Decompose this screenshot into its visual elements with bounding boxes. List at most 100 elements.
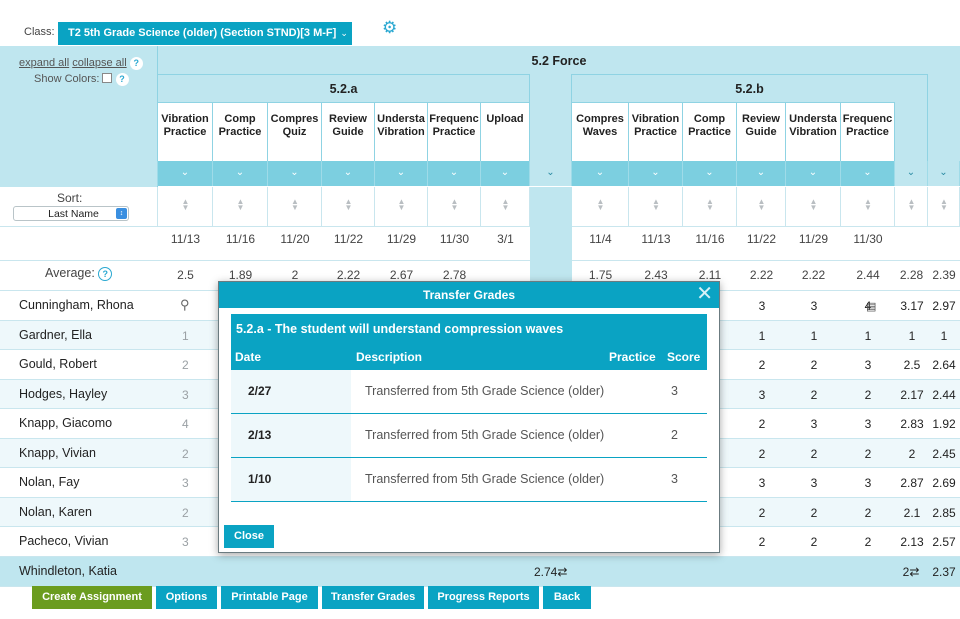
score-review-guide[interactable]: 2 [758,417,766,431]
assignment-header[interactable]: Frequenc Practice [841,102,895,161]
notes-icon[interactable]: ▤ [866,301,877,313]
sort-arrows-icon[interactable]: ▲▼ [864,197,872,212]
sort-arrows-icon[interactable]: ▲▼ [652,197,660,212]
first-score[interactable]: 3 [182,476,189,490]
column-menu-chevron-icon[interactable]: ⌄ [786,161,841,186]
score-understand-vibration[interactable]: 1 [810,328,818,343]
help-icon[interactable]: ? [129,57,143,70]
first-score[interactable]: 3 [182,387,189,402]
back-button[interactable]: Back [543,586,591,609]
score-review-guide[interactable]: 1 [758,328,766,343]
score-understand-vibration[interactable]: 2 [810,446,818,461]
score-frequency-practice[interactable]: 2 [864,446,872,461]
subgroup-header-b[interactable]: 5.2.b [572,74,928,102]
student-row[interactable]: Pacheco, Vivian 3 2 2 2 2.13 2.57 [0,527,960,557]
column-menu-chevron-icon[interactable]: ⌄ [841,161,895,186]
score-frequency-practice[interactable]: 2 [864,387,872,402]
student-name[interactable]: Knapp, Vivian [19,445,96,460]
score-frequency-practice[interactable]: 3 [864,417,872,431]
first-score[interactable]: 3 [182,535,189,549]
column-menu-chevron-icon[interactable]: ⌄ [375,161,428,186]
modal-close-button[interactable]: Close [224,525,274,548]
assignment-header[interactable]: Comp Practice [213,102,268,161]
sort-arrows-icon[interactable]: ▲▼ [907,197,916,212]
column-menu-chevron-icon[interactable]: ⌄ [213,161,268,186]
student-name[interactable]: Knapp, Giacomo [19,416,113,430]
sort-arrows-icon[interactable]: ▲▼ [291,197,299,212]
student-name[interactable]: Nolan, Karen [19,504,92,519]
score-review-guide[interactable]: 3 [758,476,766,490]
column-menu-chevron-icon[interactable]: ⌄ [895,161,928,186]
column-menu-chevron-icon[interactable]: ⌄ [322,161,375,186]
collapse-all-link[interactable]: collapse all [72,57,127,69]
search-icon[interactable]: ⚲ [180,297,190,312]
assignment-header[interactable]: Vibration Practice [629,102,683,161]
class-select[interactable]: T2 5th Grade Science (older) (Section ST… [58,22,352,45]
student-name[interactable]: Gardner, Ella [19,327,92,342]
options-button[interactable]: Options [156,586,217,609]
score-frequency-practice[interactable]: 4 [864,299,872,313]
column-menu-chevron-icon[interactable]: ⌄ [928,161,960,186]
first-score[interactable]: 1 [182,328,189,343]
score-frequency-practice[interactable]: 3 [864,476,872,490]
score-review-guide[interactable]: 2 [758,446,766,461]
column-menu-chevron-icon[interactable]: ⌄ [481,161,530,186]
score-review-guide[interactable]: 2 [758,535,766,549]
column-menu-chevron-icon[interactable]: ⌄ [158,161,213,186]
gear-icon[interactable]: ⚙ [382,18,398,37]
assignment-header[interactable]: Upload [481,102,530,161]
column-menu-chevron-icon[interactable]: ⌄ [530,161,572,186]
assignment-header[interactable]: Vibration Practice [158,102,213,161]
score-understand-vibration[interactable]: 2 [810,535,818,549]
help-icon[interactable]: ? [115,73,129,86]
score-understand-vibration[interactable]: 3 [810,417,818,431]
assignment-header[interactable]: Comp Practice [683,102,737,161]
sort-arrows-icon[interactable]: ▲▼ [596,197,605,212]
student-name[interactable]: Whindleton, Katia [19,563,117,578]
subgroup-header-a[interactable]: 5.2.a [158,74,530,102]
transfer-grades-button[interactable]: Transfer Grades [322,586,424,609]
sort-arrows-icon[interactable]: ▲▼ [397,197,406,212]
assignment-header[interactable]: Review Guide [322,102,375,161]
sort-arrows-icon[interactable]: ▲▼ [940,197,948,212]
score-frequency-practice[interactable]: 1 [864,328,872,343]
student-name[interactable]: Cunningham, Rhona [19,298,134,312]
assignment-header[interactable]: Frequenc Practice [428,102,481,161]
first-score[interactable]: 2 [182,358,189,372]
assignment-header[interactable]: Understa Vibration [786,102,841,161]
first-score[interactable]: 2 [182,446,189,461]
score-review-guide[interactable]: 3 [758,387,766,402]
column-menu-chevron-icon[interactable]: ⌄ [737,161,786,186]
assignment-header[interactable]: Review Guide [737,102,786,161]
assignment-header[interactable]: Compres Waves [572,102,629,161]
assignment-header[interactable]: Understa Vibration [375,102,428,161]
score-frequency-practice[interactable]: 2 [864,505,872,520]
sort-arrows-icon[interactable]: ▲▼ [181,197,190,212]
score-understand-vibration[interactable]: 2 [810,387,818,402]
column-menu-chevron-icon[interactable]: ⌄ [428,161,481,186]
score-understand-vibration[interactable]: 3 [810,299,818,313]
student-name[interactable]: Hodges, Hayley [19,386,108,401]
student-row[interactable]: Whindleton, Katia 2.74⇄ 2⇄ 2.37 [0,556,960,587]
expand-all-link[interactable]: expand all [19,57,70,69]
assignment-header[interactable]: Compres Quiz [268,102,322,161]
sort-select[interactable]: Last Name ↕ [13,206,129,221]
sort-arrows-icon[interactable]: ▲▼ [236,197,245,212]
group-header[interactable]: 5.2 Force [158,46,960,74]
score-understand-vibration[interactable]: 2 [810,358,818,372]
create-assignment-button[interactable]: Create Assignment [32,586,152,609]
sort-arrows-icon[interactable]: ▲▼ [706,197,714,212]
score-review-guide[interactable]: 2 [758,505,766,520]
score-review-guide[interactable]: 3 [758,299,766,313]
printable-page-button[interactable]: Printable Page [221,586,318,609]
column-menu-chevron-icon[interactable]: ⌄ [629,161,683,186]
score-understand-vibration[interactable]: 2 [810,505,818,520]
first-score[interactable]: 2 [182,505,189,520]
score-frequency-practice[interactable]: 3 [864,358,872,372]
column-menu-chevron-icon[interactable]: ⌄ [268,161,322,186]
help-icon[interactable]: ? [98,267,113,281]
sort-arrows-icon[interactable]: ▲▼ [450,197,459,212]
sort-arrows-icon[interactable]: ▲▼ [501,197,510,212]
column-menu-chevron-icon[interactable]: ⌄ [572,161,629,186]
score-understand-vibration[interactable]: 3 [810,476,818,490]
